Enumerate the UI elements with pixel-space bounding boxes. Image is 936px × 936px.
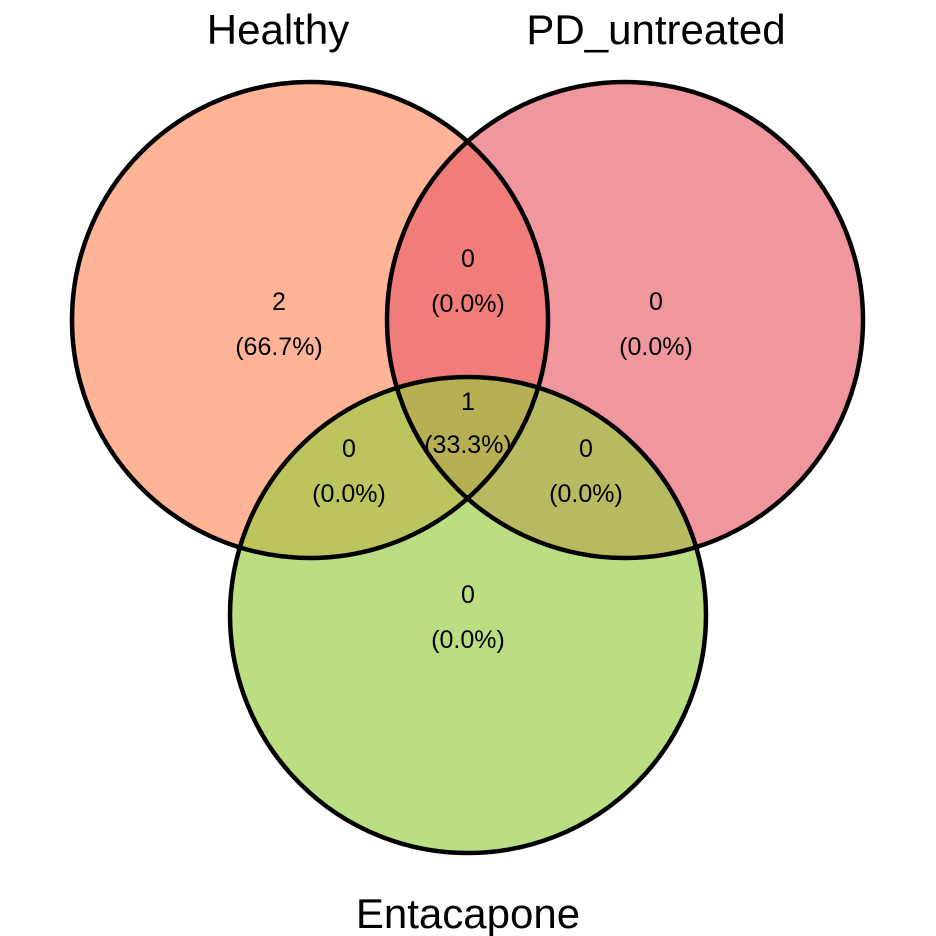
set-label-entacapone: Entacapone [356, 890, 580, 936]
pd-untreated-circle-outline [384, 79, 866, 561]
region-percent-all-three: (33.3%) [424, 431, 512, 459]
entacapone-circle-fill [230, 377, 706, 853]
region-count-pd-untreated-only: 0 [649, 288, 663, 316]
region-percent-pd-untreated-only: (0.0%) [619, 333, 693, 361]
set-label-pd-untreated: PD_untreated [526, 6, 785, 53]
region-percent-pd-untreated-entacapone: (0.0%) [549, 480, 623, 508]
region-percent-healthy-pd-untreated: (0.0%) [431, 290, 505, 318]
region-count-pd-untreated-entacapone: 0 [579, 435, 593, 463]
region-count-healthy-entacapone: 0 [342, 435, 356, 463]
region-count-all-three: 1 [461, 388, 475, 416]
region-percent-entacapone-only: (0.0%) [431, 626, 505, 654]
region-count-healthy-only: 2 [272, 288, 286, 316]
region-percent-healthy-only: (66.7%) [235, 333, 323, 361]
region-percent-healthy-entacapone: (0.0%) [312, 480, 386, 508]
region-count-healthy-pd-untreated: 0 [461, 245, 475, 273]
set-label-healthy: Healthy [207, 6, 349, 53]
entacapone-circle-outline [227, 374, 709, 856]
healthy-circle-outline [69, 79, 551, 561]
region-count-entacapone-only: 0 [461, 581, 475, 609]
